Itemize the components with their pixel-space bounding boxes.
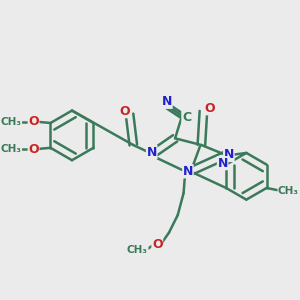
Text: O: O (28, 115, 39, 128)
Text: CH₃: CH₃ (127, 245, 148, 255)
Text: N: N (224, 148, 234, 161)
Text: N: N (146, 146, 157, 158)
Text: O: O (152, 238, 163, 251)
Text: CH₃: CH₃ (278, 186, 299, 196)
Text: N: N (218, 157, 228, 169)
Text: CH₃: CH₃ (1, 116, 22, 127)
Text: N: N (162, 95, 172, 108)
Text: O: O (120, 105, 130, 118)
Text: CH₃: CH₃ (1, 144, 22, 154)
Text: C: C (182, 111, 191, 124)
Text: O: O (28, 143, 39, 156)
Text: O: O (204, 102, 214, 115)
Text: N: N (183, 165, 193, 178)
